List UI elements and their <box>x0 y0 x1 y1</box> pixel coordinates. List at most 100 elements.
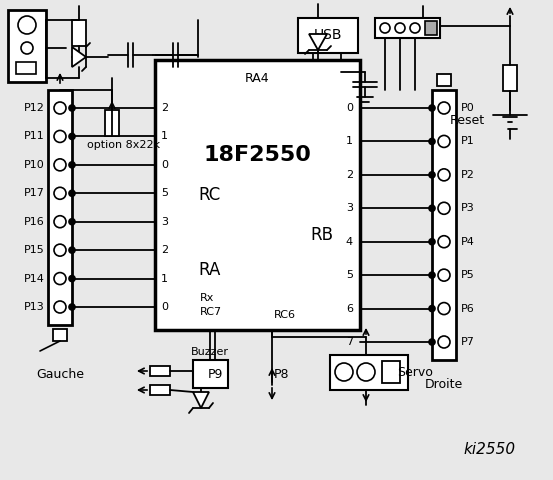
Circle shape <box>410 23 420 33</box>
Text: 0: 0 <box>161 160 168 170</box>
Circle shape <box>380 23 390 33</box>
Bar <box>193 360 228 388</box>
Text: 18F2550: 18F2550 <box>203 145 311 165</box>
Circle shape <box>69 133 75 139</box>
Circle shape <box>429 339 435 345</box>
Text: P0: P0 <box>461 103 474 113</box>
Bar <box>437 74 451 86</box>
Text: 0: 0 <box>346 103 353 113</box>
Text: P1: P1 <box>461 136 474 146</box>
Text: 0: 0 <box>161 302 168 312</box>
Circle shape <box>54 244 66 256</box>
Circle shape <box>438 135 450 147</box>
Text: 1: 1 <box>161 132 168 142</box>
Text: P10: P10 <box>24 160 45 170</box>
Circle shape <box>438 236 450 248</box>
Text: P17: P17 <box>24 188 45 198</box>
Text: P4: P4 <box>461 237 475 247</box>
Text: P12: P12 <box>24 103 45 113</box>
Bar <box>105 110 119 136</box>
Circle shape <box>438 302 450 314</box>
Text: RC: RC <box>199 186 221 204</box>
Circle shape <box>69 105 75 111</box>
Circle shape <box>54 187 66 199</box>
Text: Gauche: Gauche <box>36 369 84 382</box>
Text: P3: P3 <box>461 204 474 213</box>
Text: RA: RA <box>199 261 221 279</box>
Text: P9: P9 <box>207 369 223 382</box>
Text: RA4: RA4 <box>244 72 269 84</box>
Text: RB: RB <box>310 226 333 244</box>
Circle shape <box>438 169 450 181</box>
Circle shape <box>429 306 435 312</box>
Text: 5: 5 <box>346 270 353 280</box>
Text: 3: 3 <box>161 216 168 227</box>
Text: Rx: Rx <box>200 293 215 303</box>
Text: 1: 1 <box>161 274 168 284</box>
Polygon shape <box>193 392 209 408</box>
Text: P6: P6 <box>461 303 474 313</box>
Bar <box>150 385 170 395</box>
Circle shape <box>69 162 75 168</box>
Polygon shape <box>309 34 327 50</box>
Text: P5: P5 <box>461 270 474 280</box>
Text: option 8x22k: option 8x22k <box>87 140 160 150</box>
Circle shape <box>21 42 33 54</box>
Circle shape <box>429 205 435 211</box>
Circle shape <box>69 276 75 282</box>
Circle shape <box>69 219 75 225</box>
Bar <box>155 60 360 330</box>
Text: 2: 2 <box>161 103 168 113</box>
Text: Buzzer: Buzzer <box>191 347 229 357</box>
Text: 4: 4 <box>346 237 353 247</box>
Circle shape <box>429 239 435 245</box>
Circle shape <box>69 247 75 253</box>
Bar <box>375 18 440 38</box>
Bar <box>8 10 46 82</box>
Text: P16: P16 <box>24 216 45 227</box>
Bar <box>382 361 400 383</box>
Circle shape <box>429 138 435 144</box>
Text: 7: 7 <box>346 337 353 347</box>
Bar <box>53 329 67 341</box>
Bar <box>503 65 517 91</box>
Text: RC7: RC7 <box>200 307 222 317</box>
Polygon shape <box>72 47 86 67</box>
Bar <box>298 18 358 53</box>
Text: P15: P15 <box>24 245 45 255</box>
Bar <box>425 21 437 35</box>
Circle shape <box>54 102 66 114</box>
Circle shape <box>54 159 66 171</box>
Text: P14: P14 <box>24 274 45 284</box>
Circle shape <box>438 269 450 281</box>
Bar <box>330 355 408 390</box>
Bar <box>16 62 36 74</box>
Circle shape <box>18 16 36 34</box>
Circle shape <box>69 190 75 196</box>
Circle shape <box>357 363 375 381</box>
Text: RC6: RC6 <box>274 310 296 320</box>
Text: P11: P11 <box>24 132 45 142</box>
Text: P8: P8 <box>274 369 290 382</box>
Bar <box>48 90 72 325</box>
Circle shape <box>438 336 450 348</box>
Circle shape <box>54 301 66 313</box>
Bar <box>432 90 456 360</box>
Circle shape <box>335 363 353 381</box>
Text: P7: P7 <box>461 337 475 347</box>
Circle shape <box>438 202 450 214</box>
Text: 3: 3 <box>346 204 353 213</box>
Text: 2: 2 <box>346 170 353 180</box>
Text: 2: 2 <box>161 245 168 255</box>
Circle shape <box>438 102 450 114</box>
Circle shape <box>429 105 435 111</box>
Circle shape <box>395 23 405 33</box>
Circle shape <box>429 272 435 278</box>
Text: 1: 1 <box>346 136 353 146</box>
Circle shape <box>69 304 75 310</box>
Bar <box>72 20 86 46</box>
Circle shape <box>54 273 66 285</box>
Circle shape <box>54 216 66 228</box>
Text: ki2550: ki2550 <box>464 443 516 457</box>
Text: P2: P2 <box>461 170 475 180</box>
